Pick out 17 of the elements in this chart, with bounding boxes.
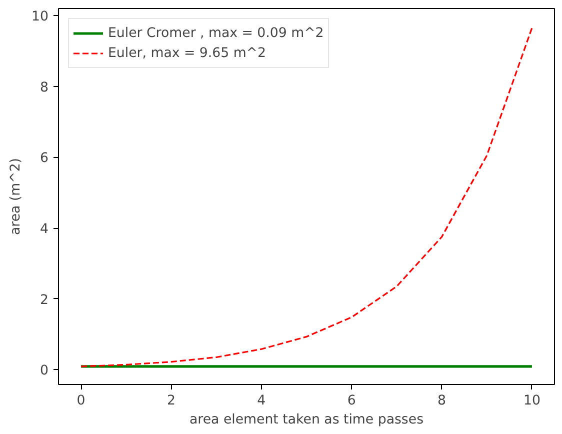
y-tick-label: 8 xyxy=(40,80,49,96)
x-tick-label: 10 xyxy=(523,394,540,408)
y-tick-label: 4 xyxy=(40,222,49,238)
x-tick-label: 4 xyxy=(257,394,266,408)
y-axis-title: area (m^2) xyxy=(8,158,24,235)
x-tick-label: 2 xyxy=(166,394,176,408)
y-tick-label: 0 xyxy=(40,364,49,379)
line-series xyxy=(80,27,533,368)
x-axis-title: area element taken as time passes xyxy=(189,412,424,428)
x-tick-label: 6 xyxy=(347,394,356,408)
y-tick-label: 6 xyxy=(40,151,49,166)
x-tick-label: 8 xyxy=(438,394,446,408)
y-tick-label: 10 xyxy=(32,10,49,25)
x-tick-label: 0 xyxy=(76,394,86,408)
y-tick-label: 2 xyxy=(40,292,49,308)
legend-label: Euler Cromer , max = 0.09 m^2 xyxy=(108,26,324,40)
legend-label: Euler, max = 9.65 m^2 xyxy=(108,46,266,60)
